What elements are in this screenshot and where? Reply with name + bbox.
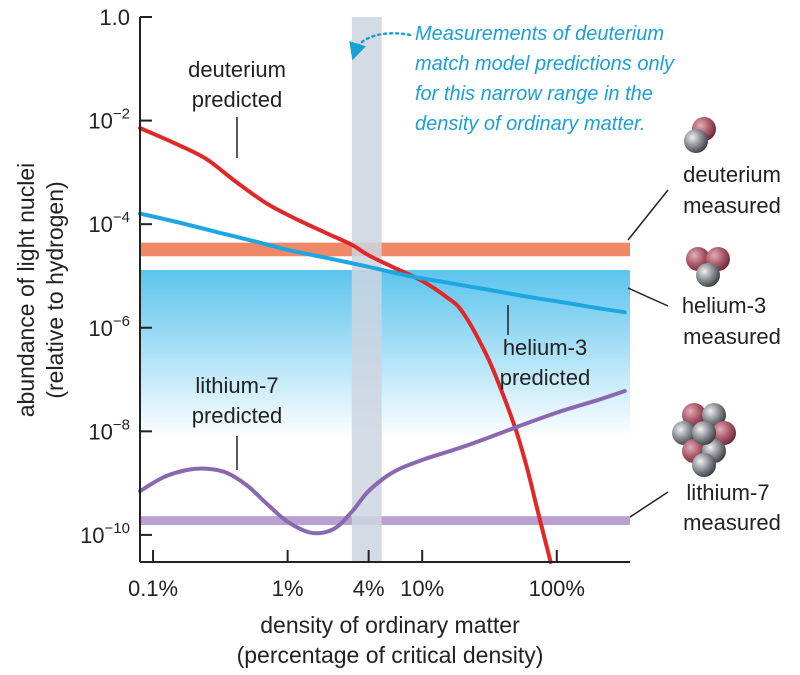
- x-tick-label: 4%: [353, 576, 385, 601]
- lithium7-measured-label: lithium-7 measured: [629, 480, 781, 535]
- deuterium-measured-band: [140, 242, 630, 257]
- lithium7-atom-icon: [672, 403, 736, 477]
- y-tick-label: 10−6: [88, 313, 130, 341]
- helium3-predicted-line2: predicted: [500, 365, 591, 390]
- lithium7-measured-band: [140, 516, 630, 526]
- y-tick-label: 10−2: [88, 106, 130, 134]
- helium3-measured-label: helium-3 measured: [627, 287, 781, 349]
- lithium7-measured-line1: lithium-7: [686, 480, 769, 505]
- y-axis-label-line1: abundance of light nuclei: [13, 163, 39, 417]
- lithium7-predicted-line: [138, 389, 627, 536]
- y-tick-label: 1.0: [99, 5, 130, 30]
- lithium7-measured-line2: measured: [683, 510, 781, 535]
- deuterium-predicted-line2: predicted: [192, 87, 283, 112]
- helium3-predicted-line: [138, 211, 627, 315]
- x-tick-label: 100%: [529, 576, 585, 601]
- x-axis-label-line2: (percentage of critical density): [237, 642, 544, 668]
- note-line-3: for this narrow range in the: [415, 83, 653, 105]
- helium3-measured-line1: helium-3: [682, 293, 766, 318]
- deuterium-measured-line1: deuterium: [683, 162, 781, 187]
- deuterium-predicted-line1: deuterium: [188, 57, 286, 82]
- x-tick-label: 10%: [400, 576, 444, 601]
- helium3-predicted-line1: helium-3: [503, 335, 587, 360]
- note-line-2: match model predictions only: [415, 53, 675, 75]
- deuterium-atom-icon: [684, 117, 716, 153]
- note-line-4: density of ordinary matter.: [415, 113, 645, 135]
- helium3-measured-line2: measured: [683, 324, 781, 349]
- helium3-atom-icon: [686, 247, 730, 287]
- y-tick-label: 10−8: [88, 416, 130, 444]
- lithium7-predicted-line1: lithium-7: [195, 373, 278, 398]
- lithium7-predicted-line2: predicted: [192, 403, 283, 428]
- helium3-measured-leader: [627, 287, 669, 307]
- note-arrow: [349, 32, 412, 61]
- note-callout: Measurements of deuterium match model pr…: [349, 23, 675, 135]
- helium3-predicted-label: helium-3 predicted: [500, 305, 591, 390]
- lithium7-predicted-label: lithium-7 predicted: [192, 373, 283, 470]
- x-tick-label: 1%: [272, 576, 304, 601]
- deuterium-measured-label: deuterium measured: [627, 162, 781, 241]
- density-highlight-band: [351, 17, 382, 562]
- x-tick-label: 0.1%: [128, 576, 178, 601]
- x-axis-label-line1: density of ordinary matter: [260, 612, 520, 638]
- axes: [139, 17, 630, 563]
- y-tick-label: 10−10: [80, 520, 130, 548]
- note-line-1: Measurements of deuterium: [415, 23, 664, 45]
- lithium7-measured-leader: [629, 491, 669, 518]
- y-axis-label-line2: (relative to hydrogen): [42, 181, 68, 398]
- y-tick-label: 10−4: [88, 209, 130, 237]
- deuterium-measured-line2: measured: [683, 193, 781, 218]
- deuterium-measured-leader: [627, 189, 669, 241]
- deuterium-predicted-label: deuterium predicted: [188, 57, 286, 158]
